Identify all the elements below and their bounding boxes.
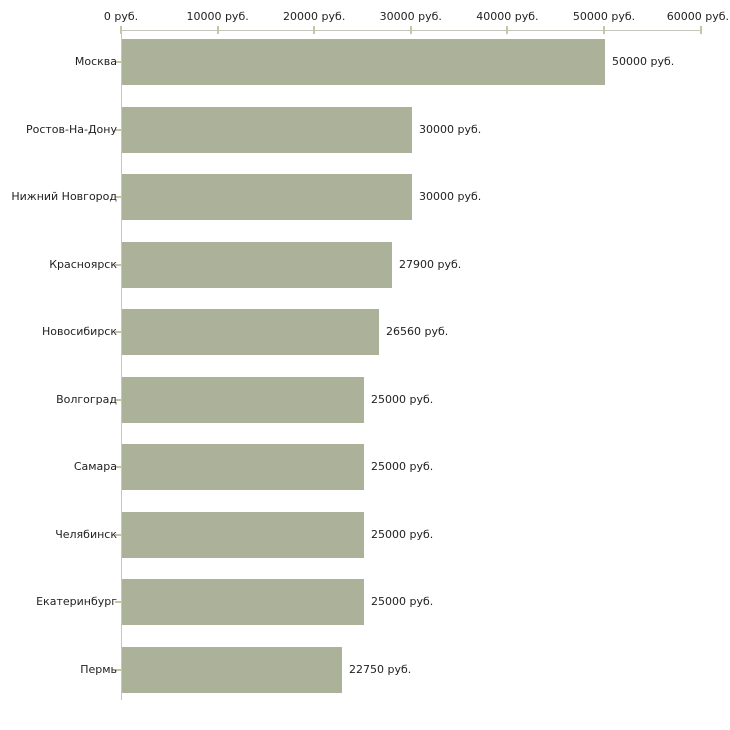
x-tick xyxy=(313,26,316,34)
y-tick xyxy=(115,196,121,199)
y-tick xyxy=(115,533,121,536)
value-label: 27900 руб. xyxy=(399,257,462,271)
x-tick xyxy=(506,26,509,34)
x-tick-label: 60000 руб. xyxy=(666,10,729,23)
value-label: 22750 руб. xyxy=(349,663,412,677)
y-tick xyxy=(115,466,121,469)
x-tick-label: 40000 руб. xyxy=(476,10,539,23)
x-tick xyxy=(216,26,219,34)
x-tick xyxy=(409,26,412,34)
category-label: Челябинск xyxy=(55,527,117,541)
value-label: 30000 руб. xyxy=(419,122,482,136)
value-label: 25000 руб. xyxy=(371,392,434,406)
y-tick xyxy=(115,669,121,672)
bar xyxy=(122,309,379,356)
bar xyxy=(122,174,412,221)
x-tick-label: 20000 руб. xyxy=(283,10,346,23)
bar xyxy=(122,376,364,423)
category-label: Москва xyxy=(74,55,117,68)
x-tick-label: 30000 руб. xyxy=(379,10,442,23)
value-label: 25000 руб. xyxy=(371,527,434,541)
x-tick-label: 10000 руб. xyxy=(186,10,249,23)
value-label: 26560 руб. xyxy=(386,325,449,339)
bar xyxy=(122,241,392,288)
y-tick xyxy=(115,128,121,131)
category-label: Нижний Новгород xyxy=(11,190,117,204)
bar xyxy=(122,106,412,153)
y-axis-line xyxy=(121,30,122,700)
x-tick-label: 50000 руб. xyxy=(572,10,636,23)
x-tick xyxy=(699,26,702,34)
bar xyxy=(122,647,342,694)
category-label: Ростов-На-Дону xyxy=(25,122,117,136)
x-tick xyxy=(120,26,122,34)
category-label: Екатеринбург xyxy=(36,595,117,609)
value-label: 30000 руб. xyxy=(419,190,482,204)
value-label: 50000 руб. xyxy=(612,55,675,68)
y-tick xyxy=(115,331,121,334)
category-label: Новосибирск xyxy=(41,325,117,339)
category-label: Самара xyxy=(73,460,117,474)
y-tick xyxy=(115,61,121,63)
category-label: Волгоград xyxy=(56,392,117,406)
x-tick xyxy=(603,26,605,34)
bar xyxy=(122,39,605,85)
y-tick xyxy=(115,263,121,266)
x-tick-label: 0 руб. xyxy=(103,10,139,23)
bar xyxy=(122,511,364,558)
bar xyxy=(122,579,364,626)
value-label: 25000 руб. xyxy=(371,460,434,474)
y-tick xyxy=(115,601,121,604)
value-label: 25000 руб. xyxy=(371,595,434,609)
y-tick xyxy=(115,398,121,401)
category-label: Пермь xyxy=(80,663,117,677)
category-label: Красноярск xyxy=(49,257,117,271)
bar xyxy=(122,444,364,491)
